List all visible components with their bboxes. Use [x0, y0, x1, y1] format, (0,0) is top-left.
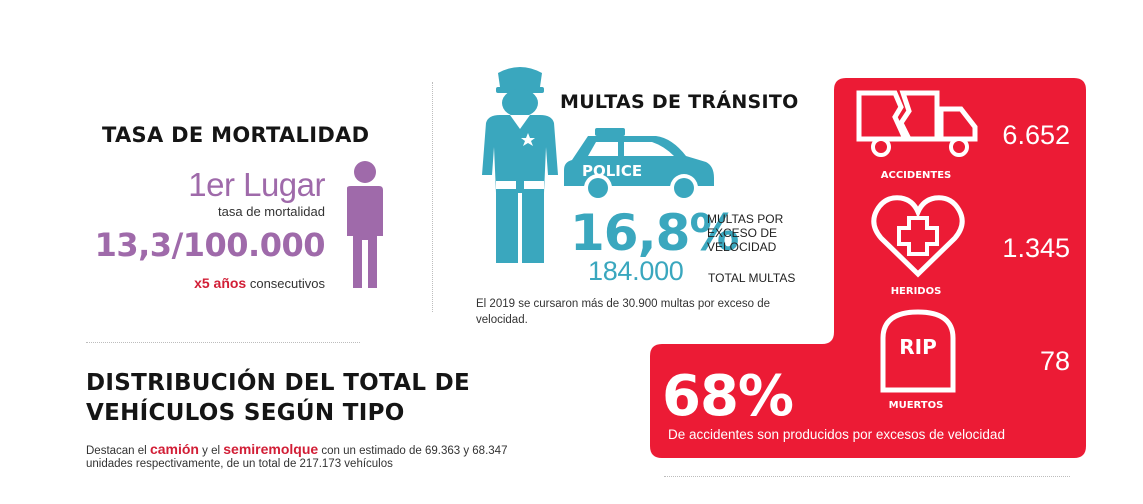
- horizontal-divider: [86, 342, 360, 343]
- vertical-divider: [432, 82, 433, 312]
- mortality-rate: 13,3/100.000: [94, 226, 326, 264]
- fines-percent: 16,8%: [570, 204, 739, 262]
- distribution-text: Destacan el camión y el semiremolque con…: [86, 441, 556, 471]
- mortality-title: TASA DE MORTALIDAD: [102, 123, 370, 147]
- dead-label: MUERTOS: [888, 400, 944, 411]
- distribution-text-part: y el: [202, 445, 221, 457]
- mortality-years: x5 años consecutivos: [120, 275, 325, 291]
- fines-total-label: TOTAL MULTAS: [708, 271, 796, 285]
- distribution-highlight-truck: camión: [149, 441, 199, 457]
- horizontal-divider-bottom: [664, 476, 1070, 477]
- distribution-text-part: con un estimado de 69.363 y 68.347 unida…: [86, 445, 508, 470]
- fines-note: El 2019 se cursaron más de 30.900 multas…: [476, 298, 771, 326]
- police-officer-icon: [482, 67, 558, 263]
- tombstone-icon: RIP: [880, 309, 956, 393]
- distribution-highlight-semitrailer: semiremolque: [223, 441, 319, 457]
- speeding-accidents-percent: 68%: [662, 364, 794, 429]
- rip-text: RIP: [899, 335, 937, 359]
- dead-value: 78: [1039, 346, 1070, 376]
- police-car-icon: POLICE: [564, 128, 714, 202]
- distribution-text-part: Destacan el: [86, 445, 147, 457]
- accidents-panel: [650, 78, 1086, 458]
- speeding-accidents-text: De accidentes son producidos por excesos…: [668, 427, 1005, 442]
- mortality-years-rest: consecutivos: [249, 276, 325, 291]
- truck-icon: [856, 90, 978, 157]
- person-icon: [347, 161, 383, 288]
- distribution-title: DISTRIBUCIÓN DEL TOTAL DE VEHÍCULOS SEGÚ…: [86, 370, 471, 426]
- fines-percent-label: MULTAS POR EXCESO DE VELOCIDAD: [707, 212, 784, 254]
- heart-cross-icon: [871, 195, 965, 278]
- injured-label: HERIDOS: [890, 286, 942, 297]
- mortality-years-highlight: x5 años: [194, 275, 247, 291]
- fines-title: MULTAS DE TRÁNSITO: [560, 91, 799, 113]
- mortality-place: 1er Lugar: [188, 166, 325, 203]
- fines-total: 184.000: [588, 256, 684, 286]
- accidents-label: ACCIDENTES: [880, 170, 952, 181]
- mortality-place-subtitle: tasa de mortalidad: [218, 204, 325, 219]
- accidents-value: 6.652: [1002, 120, 1070, 150]
- injured-value: 1.345: [1002, 233, 1070, 263]
